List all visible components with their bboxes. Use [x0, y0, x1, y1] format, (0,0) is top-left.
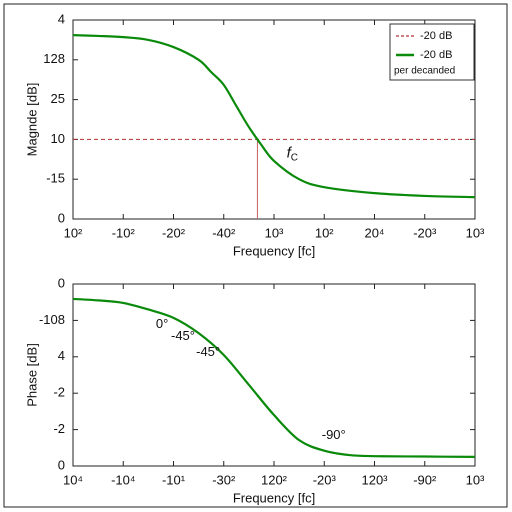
y-tick-label: 10	[51, 131, 65, 146]
x-tick-label: -40²	[212, 225, 236, 240]
y-axis-label: Magnde [dB]	[24, 83, 39, 157]
x-tick-label: 120³	[361, 472, 388, 487]
data-line	[72, 297, 476, 458]
legend-box	[389, 23, 475, 81]
x-tick-label: -20³	[313, 472, 337, 487]
annotation-text: 0°	[156, 316, 168, 331]
y-tick-label: 0	[58, 457, 65, 472]
y-tick-label: 0	[58, 210, 65, 225]
annotation-text: -45°	[171, 328, 195, 343]
x-tick-label: -90²	[413, 472, 437, 487]
y-tick-label: 25	[51, 91, 65, 106]
annotation-text: f	[287, 144, 293, 161]
x-tick-label: 10²	[64, 225, 83, 240]
x-tick-label: -20³	[413, 225, 437, 240]
annotation: fC	[287, 144, 298, 163]
annotation: -45°	[196, 345, 220, 360]
y-axis-label: Phase [dB]	[24, 343, 39, 407]
y-tick-label: -108	[39, 312, 65, 327]
y-tick-label: -2	[53, 421, 65, 436]
x-tick-label: -20²	[162, 225, 186, 240]
annotation: 0°	[156, 316, 168, 331]
annotation-text: -90°	[322, 427, 346, 442]
x-tick-label: 120²	[261, 472, 288, 487]
plot-frame	[72, 283, 476, 467]
annotation: -45°	[171, 328, 195, 343]
y-tick-label: -2	[53, 385, 65, 400]
annotation-sub: C	[291, 152, 298, 163]
x-tick-label: -10¹	[162, 472, 186, 487]
annotation-text: -45°	[196, 345, 220, 360]
outer-frame	[3, 3, 508, 508]
plot-frame	[72, 19, 476, 220]
x-tick-label: -10⁴	[111, 472, 135, 487]
x-tick-label: 10²	[315, 225, 334, 240]
annotation: -90°	[322, 427, 346, 442]
x-tick-label: 10³	[265, 225, 284, 240]
legend-label: -20 dB	[420, 30, 452, 42]
y-tick-label: 4	[58, 348, 65, 363]
legend-note: per decanded	[394, 66, 455, 77]
data-line	[72, 34, 476, 199]
x-tick-label: 10³	[466, 472, 485, 487]
y-tick-label: -15	[46, 171, 65, 186]
y-tick-label: 4	[58, 11, 65, 26]
y-tick-label: 0	[58, 275, 65, 290]
x-tick-label: 10⁴	[63, 472, 83, 487]
y-tick-label: 128	[43, 51, 65, 66]
x-tick-label: 10³	[466, 225, 485, 240]
x-tick-label: -30²	[212, 472, 236, 487]
x-axis-label: Frequency [fc]	[233, 490, 315, 505]
x-axis-label: Frequency [fc]	[233, 243, 315, 258]
legend-label: -20 dB	[420, 49, 452, 61]
x-tick-label: 20⁴	[364, 225, 384, 240]
x-tick-label: -10²	[112, 225, 136, 240]
